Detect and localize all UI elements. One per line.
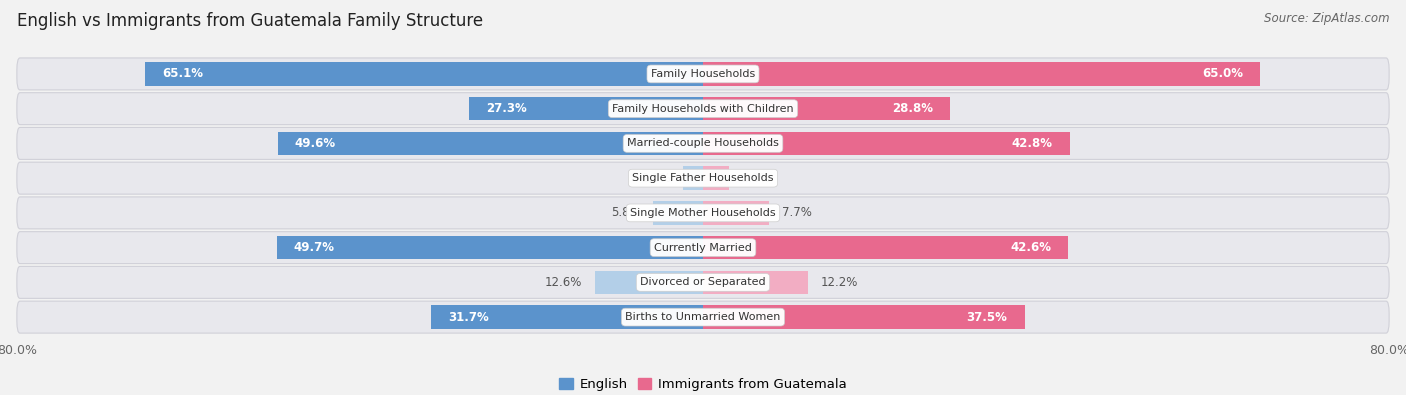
Text: Single Father Households: Single Father Households bbox=[633, 173, 773, 183]
Text: 12.6%: 12.6% bbox=[544, 276, 582, 289]
Text: 37.5%: 37.5% bbox=[966, 310, 1008, 324]
FancyBboxPatch shape bbox=[17, 231, 1389, 263]
Text: 28.8%: 28.8% bbox=[891, 102, 932, 115]
Bar bbox=[703, 305, 1025, 329]
Text: Currently Married: Currently Married bbox=[654, 243, 752, 253]
Text: 49.7%: 49.7% bbox=[294, 241, 335, 254]
FancyBboxPatch shape bbox=[17, 128, 1389, 160]
Bar bbox=[703, 97, 950, 120]
Text: 2.3%: 2.3% bbox=[641, 172, 671, 184]
Text: Births to Unmarried Women: Births to Unmarried Women bbox=[626, 312, 780, 322]
Text: 65.1%: 65.1% bbox=[162, 68, 202, 81]
FancyBboxPatch shape bbox=[17, 301, 1389, 333]
Bar bbox=[432, 305, 703, 329]
Text: Married-couple Households: Married-couple Households bbox=[627, 138, 779, 149]
Bar bbox=[703, 166, 728, 190]
FancyBboxPatch shape bbox=[17, 266, 1389, 298]
Text: English vs Immigrants from Guatemala Family Structure: English vs Immigrants from Guatemala Fam… bbox=[17, 12, 484, 30]
FancyBboxPatch shape bbox=[17, 93, 1389, 125]
FancyBboxPatch shape bbox=[17, 162, 1389, 194]
Bar bbox=[703, 132, 1070, 155]
FancyBboxPatch shape bbox=[17, 58, 1389, 90]
Text: 12.2%: 12.2% bbox=[821, 276, 858, 289]
Text: 5.8%: 5.8% bbox=[610, 207, 640, 219]
Bar bbox=[703, 236, 1069, 260]
Text: 65.0%: 65.0% bbox=[1202, 68, 1243, 81]
Bar bbox=[703, 271, 807, 294]
Bar bbox=[277, 132, 703, 155]
Text: 3.0%: 3.0% bbox=[741, 172, 772, 184]
Text: Source: ZipAtlas.com: Source: ZipAtlas.com bbox=[1264, 12, 1389, 25]
Text: 42.6%: 42.6% bbox=[1010, 241, 1052, 254]
Bar bbox=[703, 62, 1260, 86]
Bar bbox=[145, 62, 703, 86]
Text: Family Households with Children: Family Households with Children bbox=[612, 103, 794, 114]
Bar bbox=[277, 236, 703, 260]
Legend: English, Immigrants from Guatemala: English, Immigrants from Guatemala bbox=[554, 373, 852, 395]
Bar bbox=[703, 201, 769, 225]
Bar bbox=[654, 201, 703, 225]
Bar bbox=[468, 97, 703, 120]
Text: 7.7%: 7.7% bbox=[782, 207, 811, 219]
Text: Single Mother Households: Single Mother Households bbox=[630, 208, 776, 218]
Text: Family Households: Family Households bbox=[651, 69, 755, 79]
Bar bbox=[595, 271, 703, 294]
Text: Divorced or Separated: Divorced or Separated bbox=[640, 277, 766, 288]
Text: 49.6%: 49.6% bbox=[295, 137, 336, 150]
Text: 42.8%: 42.8% bbox=[1012, 137, 1053, 150]
Text: 31.7%: 31.7% bbox=[449, 310, 489, 324]
Text: 27.3%: 27.3% bbox=[486, 102, 527, 115]
Bar bbox=[683, 166, 703, 190]
FancyBboxPatch shape bbox=[17, 197, 1389, 229]
